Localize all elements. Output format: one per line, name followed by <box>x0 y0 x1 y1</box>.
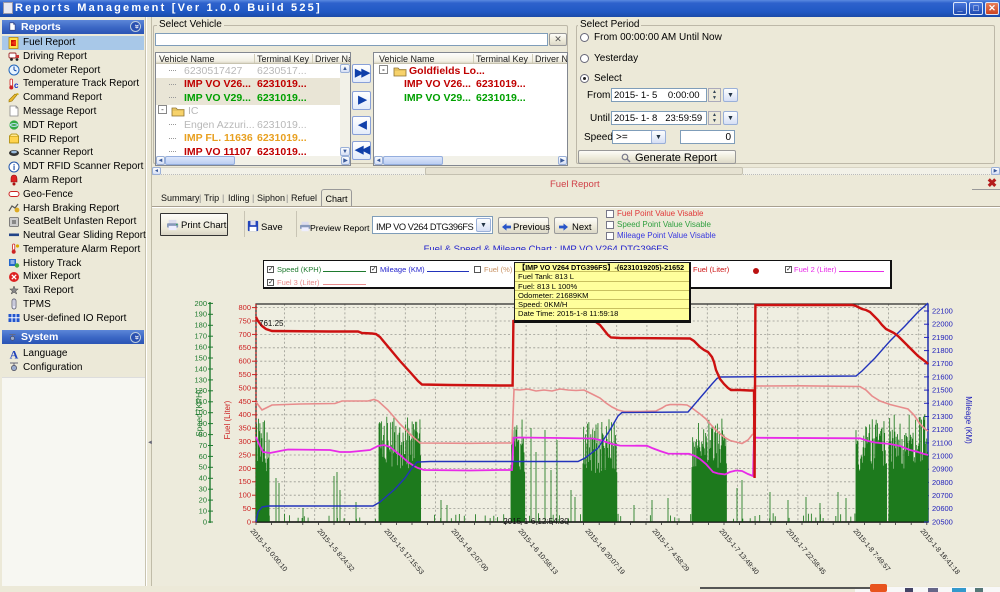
svg-text:250: 250 <box>238 450 251 459</box>
svg-text:700: 700 <box>238 330 251 339</box>
svg-text:550: 550 <box>238 370 251 379</box>
svg-text:50: 50 <box>199 463 207 472</box>
svg-text:20900: 20900 <box>932 465 953 474</box>
svg-text:Mileage (KM): Mileage (KM) <box>964 396 973 444</box>
svg-text:60: 60 <box>199 452 207 461</box>
svg-text:90: 90 <box>199 419 207 428</box>
svg-text:i: i <box>13 162 15 172</box>
svg-text:200: 200 <box>238 464 251 473</box>
svg-text:70: 70 <box>199 441 207 450</box>
svg-text:21500: 21500 <box>932 386 953 395</box>
svg-text:100: 100 <box>238 491 251 500</box>
svg-text:0: 0 <box>203 517 207 526</box>
svg-text:800: 800 <box>238 303 251 312</box>
svg-text:450: 450 <box>238 397 251 406</box>
svg-text:190: 190 <box>194 310 207 319</box>
svg-text:c: c <box>14 81 19 90</box>
svg-text:20: 20 <box>199 496 207 505</box>
svg-text:750: 750 <box>238 316 251 325</box>
svg-text:150: 150 <box>194 353 207 362</box>
svg-text:80: 80 <box>199 430 207 439</box>
svg-text:A: A <box>10 348 19 360</box>
svg-text:400: 400 <box>238 410 251 419</box>
svg-text:100: 100 <box>194 408 207 417</box>
svg-text:2015-1-6 12:54:30: 2015-1-6 12:54:30 <box>503 517 569 526</box>
svg-text:40: 40 <box>199 474 207 483</box>
svg-text:22100: 22100 <box>932 306 953 315</box>
svg-text:21700: 21700 <box>932 359 953 368</box>
svg-text:21600: 21600 <box>932 372 953 381</box>
svg-text:120: 120 <box>194 386 207 395</box>
svg-text:10: 10 <box>199 507 207 516</box>
svg-text:140: 140 <box>194 364 207 373</box>
svg-text:650: 650 <box>238 343 251 352</box>
svg-text:20500: 20500 <box>932 517 953 526</box>
svg-text:50: 50 <box>243 504 251 513</box>
svg-text:21100: 21100 <box>932 438 952 447</box>
svg-text:21300: 21300 <box>932 412 953 421</box>
svg-text:150: 150 <box>238 477 251 486</box>
svg-text:170: 170 <box>194 332 207 341</box>
svg-text:0: 0 <box>247 517 251 526</box>
svg-text:21400: 21400 <box>932 399 953 408</box>
svg-text:21900: 21900 <box>932 333 953 342</box>
svg-text:21800: 21800 <box>932 346 953 355</box>
svg-text:200: 200 <box>194 299 207 308</box>
svg-text:500: 500 <box>238 383 251 392</box>
svg-text:130: 130 <box>194 375 207 384</box>
svg-text:180: 180 <box>194 321 207 330</box>
svg-text:Speed (KPH): Speed (KPH) <box>195 389 204 436</box>
svg-text:30: 30 <box>199 485 207 494</box>
svg-text:160: 160 <box>194 343 207 352</box>
svg-text:Fuel (Liter): Fuel (Liter) <box>223 400 232 439</box>
svg-text:350: 350 <box>238 424 251 433</box>
svg-text:761.25: 761.25 <box>259 319 284 328</box>
svg-text:600: 600 <box>238 357 251 366</box>
svg-text:300: 300 <box>238 437 251 446</box>
svg-text:22000: 22000 <box>932 320 953 329</box>
svg-text:21200: 21200 <box>932 425 953 434</box>
svg-text:21000: 21000 <box>932 452 953 461</box>
svg-text:20600: 20600 <box>932 504 953 513</box>
svg-text:20700: 20700 <box>932 491 953 500</box>
svg-text:110: 110 <box>195 397 207 406</box>
svg-text:20800: 20800 <box>932 478 953 487</box>
